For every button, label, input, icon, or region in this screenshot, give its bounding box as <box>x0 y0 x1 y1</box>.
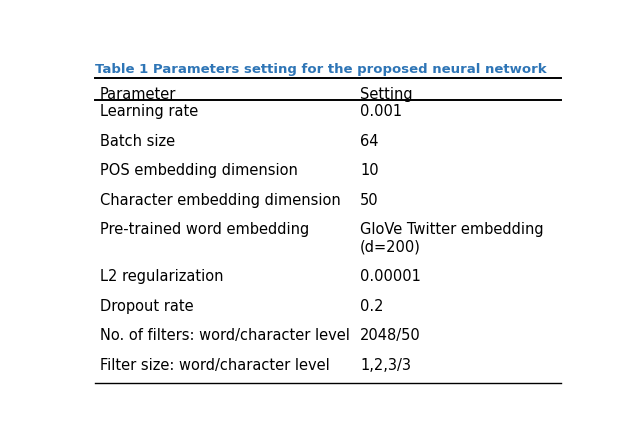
Text: 0.2: 0.2 <box>360 299 384 314</box>
Text: Parameter: Parameter <box>100 87 176 102</box>
Text: Dropout rate: Dropout rate <box>100 299 193 314</box>
Text: Character embedding dimension: Character embedding dimension <box>100 193 340 208</box>
Text: 0.001: 0.001 <box>360 105 403 119</box>
Text: 1,2,3/3: 1,2,3/3 <box>360 358 412 373</box>
Text: No. of filters: word/character level: No. of filters: word/character level <box>100 328 349 343</box>
Text: Learning rate: Learning rate <box>100 105 198 119</box>
Text: 2048/50: 2048/50 <box>360 328 421 343</box>
Text: GloVe Twitter embedding
(d=200): GloVe Twitter embedding (d=200) <box>360 222 544 255</box>
Text: 0.00001: 0.00001 <box>360 269 421 284</box>
Text: Setting: Setting <box>360 87 413 102</box>
Text: Batch size: Batch size <box>100 134 175 149</box>
Text: Filter size: word/character level: Filter size: word/character level <box>100 358 330 373</box>
Text: 64: 64 <box>360 134 379 149</box>
Text: Pre-trained word embedding: Pre-trained word embedding <box>100 222 309 237</box>
Text: 10: 10 <box>360 163 379 179</box>
Text: 50: 50 <box>360 193 379 208</box>
Text: Table 1 Parameters setting for the proposed neural network: Table 1 Parameters setting for the propo… <box>95 63 547 76</box>
Text: L2 regularization: L2 regularization <box>100 269 223 284</box>
Text: POS embedding dimension: POS embedding dimension <box>100 163 298 179</box>
